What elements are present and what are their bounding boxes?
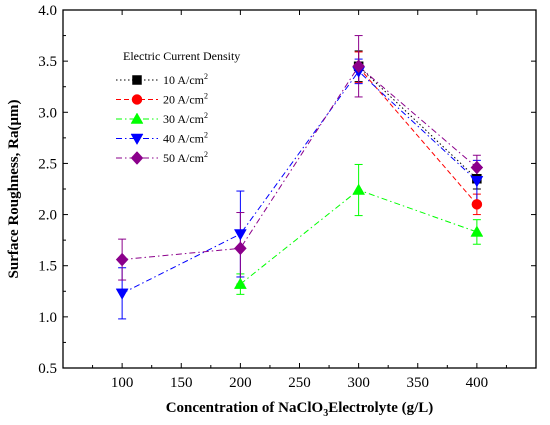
- legend-label-sup: 2: [204, 150, 208, 159]
- data-point-series-2: [471, 199, 483, 210]
- legend-title: Electric Current Density: [123, 49, 240, 63]
- series-line-4: [121, 70, 478, 294]
- x-tick-label: 250: [288, 375, 311, 391]
- legend-label-main: 40 A/cm: [163, 132, 205, 146]
- legend-label: 50 A/cm2: [163, 150, 208, 165]
- x-tick-label: 400: [466, 375, 489, 391]
- series-line-1: [358, 65, 478, 180]
- data-point-series-3: [233, 277, 247, 289]
- legend-label-main: 10 A/cm: [163, 73, 205, 87]
- legend-label-sup: 2: [204, 92, 208, 101]
- legend-label-main: 50 A/cm: [163, 151, 205, 165]
- y-tick-label: 0.5: [38, 361, 57, 377]
- x-axis-label-main: Concentration of NaClO: [166, 400, 324, 416]
- x-axis-label-rest: Electrolyte (g/L): [328, 400, 433, 416]
- data-point-series-3: [470, 225, 484, 237]
- legend-marker: [130, 151, 144, 165]
- legend-label-main: 30 A/cm: [163, 112, 205, 126]
- legend-marker: [130, 112, 144, 124]
- data-point-series-5: [470, 160, 484, 175]
- y-tick-label: 4.0: [38, 3, 57, 19]
- legend-label: 40 A/cm2: [163, 131, 208, 146]
- legend-label: 20 A/cm2: [163, 92, 208, 107]
- legend-marker: [130, 133, 144, 146]
- series-line-5: [122, 65, 478, 261]
- y-tick-label: 3.5: [38, 54, 57, 70]
- plot-frame: [62, 9, 537, 369]
- legend-label: 10 A/cm2: [163, 72, 208, 87]
- data-point-series-4: [233, 229, 247, 241]
- legend-marker: [131, 94, 143, 105]
- y-tick-label: 2.5: [38, 156, 57, 172]
- series-line-2: [358, 66, 478, 205]
- x-axis-label: Concentration of NaClO3Electrolyte (g/L): [166, 400, 434, 419]
- legend-label-sup: 2: [204, 131, 208, 140]
- y-axis-label: Surface Roughness, Ra(μm): [6, 100, 22, 279]
- legend-label-main: 20 A/cm: [163, 93, 205, 107]
- data-point-series-5: [352, 59, 365, 74]
- data-point-series-5: [115, 252, 129, 267]
- x-tick-label: 350: [407, 375, 430, 391]
- data-point-series-4: [470, 176, 484, 188]
- x-tick-label: 100: [111, 375, 134, 391]
- y-tick-label: 3.0: [38, 105, 57, 121]
- legend-label: 30 A/cm2: [163, 111, 208, 126]
- x-axis-label-sub: 3: [323, 408, 328, 419]
- x-tick-label: 150: [170, 375, 193, 391]
- y-tick-label: 2.0: [38, 208, 57, 224]
- data-point-series-5: [234, 241, 247, 256]
- x-tick-label: 300: [347, 375, 370, 391]
- y-tick-label: 1.0: [38, 310, 57, 326]
- legend-marker: [132, 75, 142, 85]
- data-point-series-4: [115, 288, 129, 300]
- x-tick-label: 200: [229, 375, 252, 391]
- data-point-series-3: [352, 183, 366, 195]
- legend-label-sup: 2: [204, 72, 208, 81]
- legend-label-sup: 2: [204, 111, 208, 120]
- y-tick-label: 1.5: [38, 259, 57, 275]
